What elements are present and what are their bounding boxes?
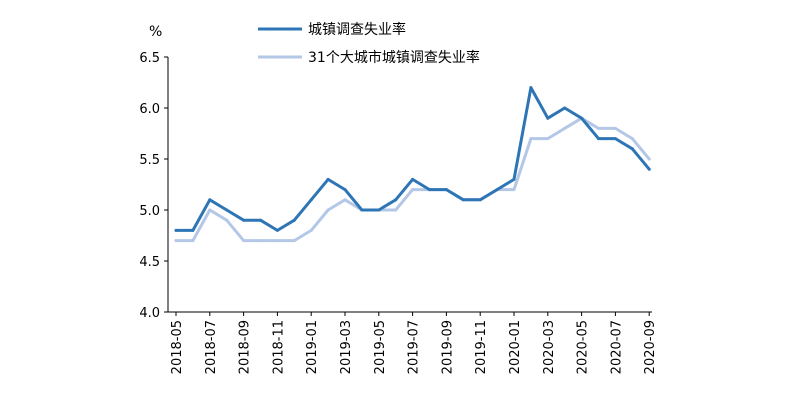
x-tick-label: 2018-09: [238, 320, 253, 374]
x-tick-label: 2020-01: [508, 320, 523, 374]
x-tick-label: 2020-09: [643, 320, 658, 374]
x-tick-label: 2020-03: [542, 320, 557, 374]
x-tick-label: 2019-07: [407, 320, 422, 374]
data-point: [242, 239, 246, 243]
y-axis-unit-label: %: [149, 24, 162, 40]
x-tick-label: 2018-05: [170, 320, 185, 374]
y-tick-label: 5.5: [139, 153, 160, 168]
data-point: [377, 208, 381, 212]
data-point: [242, 218, 246, 222]
legend: 城镇调查失业率 31个大城市城镇调查失业率: [258, 21, 480, 66]
legend-label-1: 城镇调查失业率: [308, 21, 406, 38]
x-tick-label: 2019-05: [373, 320, 388, 374]
data-point: [563, 126, 567, 130]
data-point: [529, 86, 533, 90]
data-point: [597, 137, 600, 141]
data-point: [275, 239, 279, 243]
data-point: [174, 228, 178, 232]
data-point: [275, 228, 279, 232]
data-point: [647, 157, 651, 161]
data-point: [191, 239, 195, 243]
data-point: [326, 208, 330, 212]
x-tick-label: 2018-07: [204, 320, 219, 374]
data-point: [292, 239, 296, 243]
y-axis: 4.0 4.5 5.0 5.5 6.0 6.5: [139, 51, 169, 321]
data-point: [597, 126, 600, 130]
data-point: [309, 228, 313, 232]
data-point: [225, 208, 229, 212]
x-tick-label: 2019-01: [305, 320, 320, 374]
data-point: [461, 198, 465, 202]
data-point: [613, 126, 617, 130]
data-point: [546, 137, 550, 141]
data-point: [292, 218, 296, 222]
data-point: [394, 208, 398, 212]
data-point: [259, 239, 262, 243]
data-point: [394, 198, 398, 202]
data-point: [225, 218, 229, 222]
data-point: [309, 198, 313, 202]
data-point: [259, 218, 262, 222]
data-point: [495, 188, 499, 192]
x-tick-label: 2020-05: [576, 320, 591, 374]
data-point: [411, 188, 415, 192]
x-tick-label: 2020-07: [609, 320, 624, 374]
data-point: [326, 177, 330, 181]
data-point: [191, 228, 195, 232]
y-tick-label: 6.0: [139, 102, 160, 117]
data-point: [630, 147, 634, 151]
x-tick-label: 2019-11: [474, 320, 489, 374]
y-tick-label: 6.5: [139, 51, 160, 66]
x-axis: 2018-05 2018-07 2018-09 2018-11 2019-01 2019-…: [168, 311, 658, 374]
data-point: [208, 208, 212, 212]
y-tick-label: 4.0: [139, 306, 160, 321]
legend-label-2: 31个大城市城镇调查失业率: [308, 49, 480, 66]
data-point: [563, 106, 567, 110]
data-point: [512, 188, 516, 192]
y-tick-label: 4.5: [139, 255, 160, 270]
data-point: [208, 198, 212, 202]
series-lines: [174, 86, 651, 243]
x-tick-label: 2018-11: [271, 320, 286, 374]
data-point: [360, 208, 364, 212]
series-line-1: [174, 86, 651, 232]
data-point: [174, 239, 178, 243]
data-point: [613, 137, 617, 141]
data-point: [546, 116, 550, 120]
data-point: [343, 198, 347, 202]
data-point: [647, 167, 651, 171]
x-tick-label: 2019-03: [339, 320, 354, 374]
data-point: [343, 188, 347, 192]
data-point: [580, 116, 584, 120]
data-point: [444, 188, 448, 192]
data-point: [428, 188, 431, 192]
data-point: [478, 198, 482, 202]
data-point: [411, 177, 415, 181]
x-tick-label: 2019-09: [440, 320, 455, 374]
data-point: [529, 137, 533, 141]
data-point: [512, 177, 516, 181]
data-point: [630, 137, 634, 141]
y-tick-label: 5.0: [139, 204, 160, 219]
